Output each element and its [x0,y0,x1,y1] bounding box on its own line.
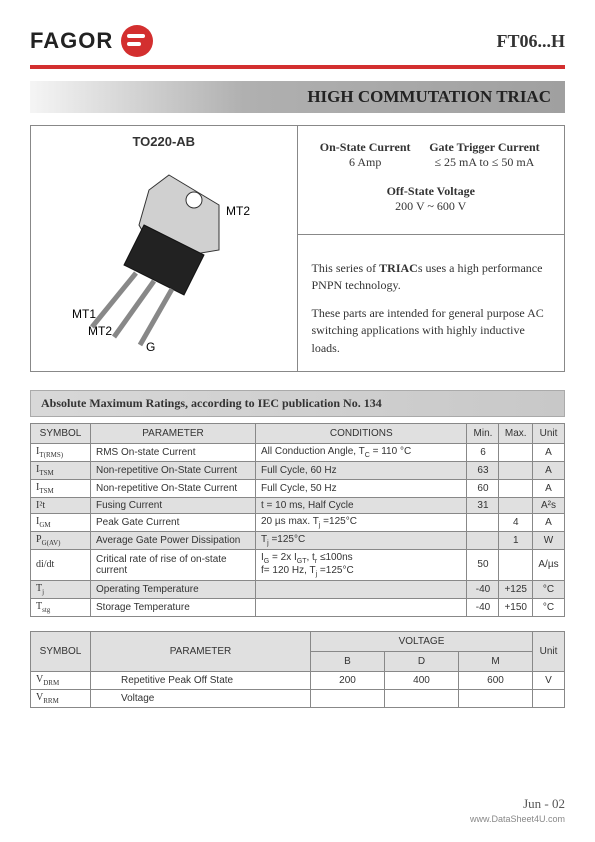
desc-p2: These parts are intended for general pur… [312,305,551,357]
on-state-value: 6 Amp [312,155,419,170]
th-v-b: B [311,651,385,671]
description: This series of TRIACs uses a high perfor… [312,260,551,357]
th-v-d: D [385,651,459,671]
gate-trigger-value: ≤ 25 mA to ≤ 50 mA [419,155,550,170]
table-row: TjOperating Temperature-40+125°C [31,580,565,598]
off-state-value: 200 V ~ 600 V [312,199,551,214]
overview-box: TO220-AB MT2 MT1 MT2 G On-St [30,125,565,372]
th-min: Min. [467,423,499,443]
table-row: VDRMRepetitive Peak Off State200400600V [31,671,565,689]
page-title: HIGH COMMUTATION TRIAC [30,81,565,113]
table-row: TstgStorage Temperature-40+150°C [31,598,565,616]
desc-p1: This series of TRIACs uses a high perfor… [312,260,551,295]
logo-text: FAGOR [30,28,113,54]
logo-icon [121,25,153,57]
table-row: IGMPeak Gate Current20 µs max. Tj =125°C… [31,513,565,531]
gate-trigger-label: Gate Trigger Current [419,140,550,155]
table-row: VRRMVoltage [31,689,565,707]
on-state-label: On-State Current [312,140,419,155]
th-symbol: SYMBOL [31,423,91,443]
table-row: I²tFusing Currentt = 10 ms, Half Cycle31… [31,497,565,513]
abs-max-table: SYMBOL PARAMETER CONDITIONS Min. Max. Un… [30,423,565,617]
th-parameter: PARAMETER [91,423,256,443]
table-row: ITSMNon-repetitive On-State CurrentFull … [31,461,565,479]
specs-panel: On-State Current 6 Amp Gate Trigger Curr… [298,126,565,371]
page-header: FAGOR FT06...H [30,25,565,57]
table-row: ITSMNon-repetitive On-State CurrentFull … [31,479,565,497]
package-label: TO220-AB [41,134,287,149]
footer-date: Jun - 02 [470,796,565,812]
off-state-label: Off-State Voltage [312,184,551,199]
part-number: FT06...H [496,31,565,52]
table-row: PG(AV)Average Gate Power DissipationTj =… [31,531,565,549]
package-panel: TO220-AB MT2 MT1 MT2 G [31,126,298,371]
th-v-symbol: SYMBOL [31,631,91,671]
th-v-parameter: PARAMETER [91,631,311,671]
table-row: IT(RMS)RMS On-state CurrentAll Conductio… [31,443,565,461]
divider-red [30,65,565,69]
th-max: Max. [499,423,533,443]
pin-mt2-label: MT2 [88,324,112,338]
logo: FAGOR [30,25,153,57]
th-v-voltage: VOLTAGE [311,631,533,651]
pin-g-label: G [146,340,155,354]
th-unit: Unit [533,423,565,443]
abs-max-heading: Absolute Maximum Ratings, according to I… [30,390,565,417]
th-v-unit: Unit [533,631,565,671]
th-v-m: M [459,651,533,671]
table-row: di/dtCritical rate of rise of on-state c… [31,549,565,580]
voltage-table: SYMBOL PARAMETER VOLTAGE Unit B D M VDRM… [30,631,565,708]
pin-mt2-top-label: MT2 [226,204,250,218]
page-footer: Jun - 02 www.DataSheet4U.com [470,796,565,824]
package-drawing: MT2 MT1 MT2 G [64,155,264,355]
th-conditions: CONDITIONS [256,423,467,443]
pin-mt1-label: MT1 [72,307,96,321]
footer-url: www.DataSheet4U.com [470,814,565,824]
